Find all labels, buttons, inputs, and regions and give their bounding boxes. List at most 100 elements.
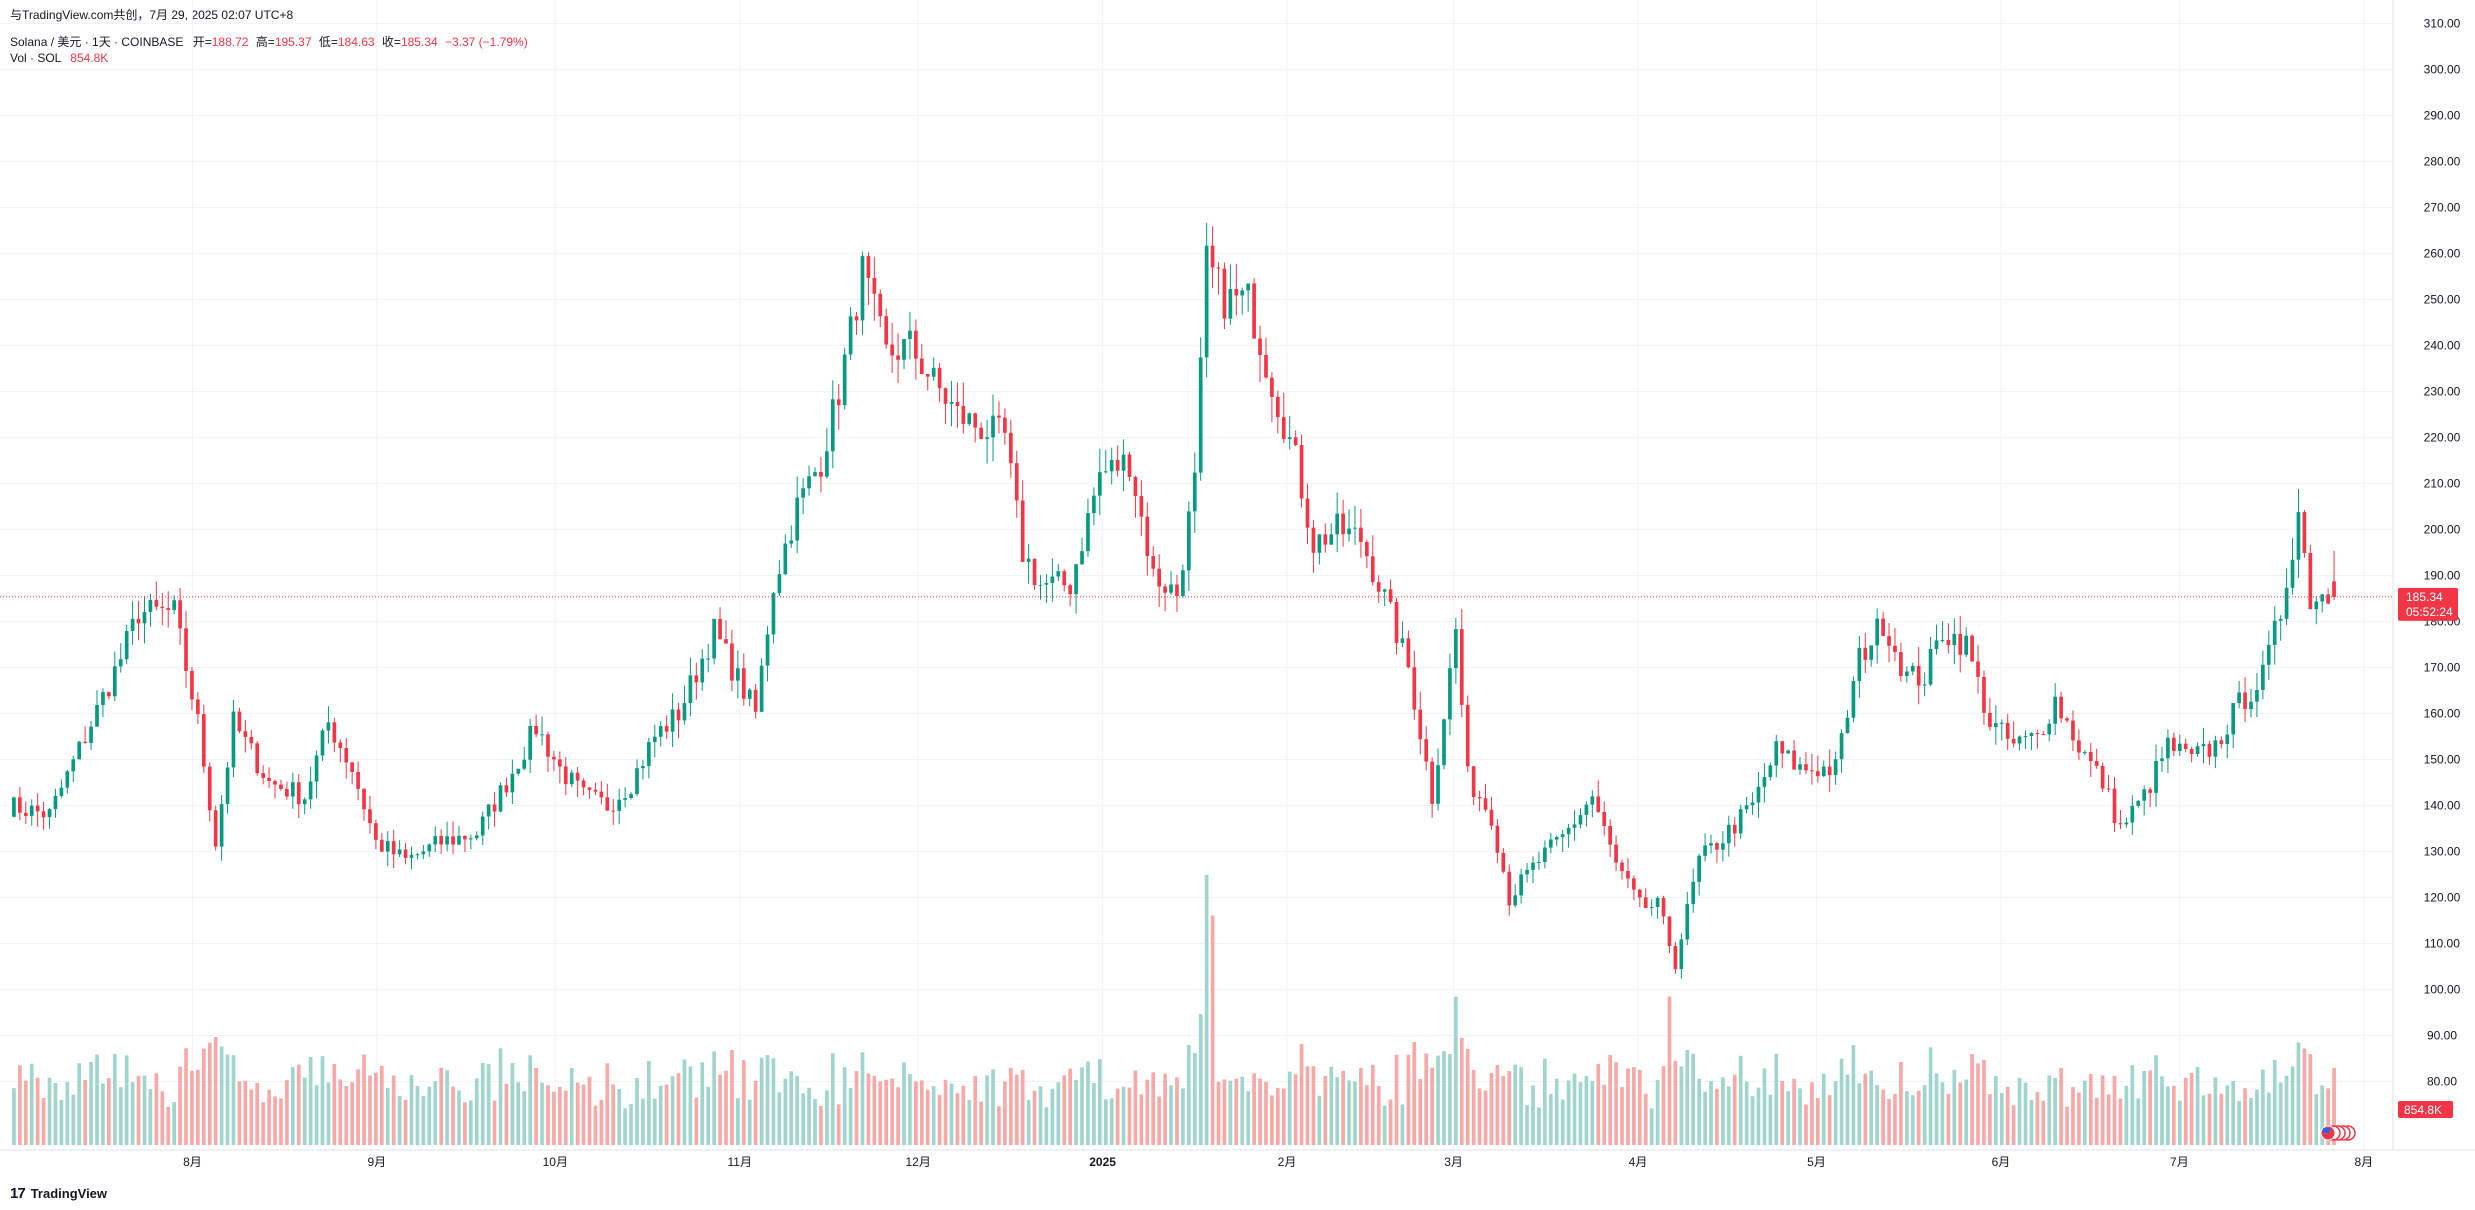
price-tick-label: 190.00 [2424, 569, 2461, 583]
candle-body [1311, 527, 1316, 553]
volume-bar [682, 1059, 687, 1145]
volume-bar [231, 1055, 236, 1145]
candle-body [362, 788, 366, 810]
candle-body [1762, 777, 1767, 787]
flag-icon[interactable] [2320, 1125, 2356, 1141]
candle-body [575, 772, 580, 781]
candle-body [2017, 736, 2022, 744]
time-axis[interactable]: 8月 9月 10月 11月 12月 2025 2月 3月 4月 5月 6月 7月 8月 [183, 1155, 2373, 1169]
volume-bar [1881, 1089, 1885, 1145]
volume-bar [2077, 1092, 2081, 1145]
volume-bar [1554, 1078, 1559, 1145]
volume-bar [213, 1037, 218, 1145]
open-value: 188.72 [211, 35, 249, 49]
candle-body [451, 836, 455, 845]
candle-body [1596, 796, 1601, 813]
time-tick-label: 2025 [1089, 1155, 1116, 1169]
price-tick-label: 90.00 [2427, 1029, 2457, 1043]
volume-bar [178, 1066, 182, 1145]
candle-body [1626, 871, 1630, 879]
volume-bar [53, 1083, 58, 1145]
volume-bar [1899, 1061, 1903, 1145]
candle-body [854, 316, 859, 321]
price-tick-label: 100.00 [2424, 983, 2461, 997]
candle-body [830, 399, 835, 452]
volume-bar [23, 1080, 28, 1145]
volume-bar [1726, 1086, 1731, 1145]
volume-bar [166, 1106, 171, 1145]
volume-bar [1471, 1069, 1476, 1145]
candle-body [925, 373, 930, 377]
attribution: 与TradingView.com共创，7月 29, 2025 02:07 UTC… [10, 8, 294, 22]
volume-bar [374, 1072, 378, 1145]
candle-body [979, 427, 983, 440]
candle-body [552, 756, 556, 760]
candle-body [1744, 805, 1749, 810]
volume-bar [2083, 1080, 2087, 1145]
volume-bar [1026, 1100, 1031, 1145]
candle-body [1092, 495, 1096, 514]
volume-bar [2088, 1073, 2093, 1145]
candle-body [1103, 471, 1108, 473]
open-label: 开= [192, 35, 212, 49]
volume-bar [1893, 1093, 1897, 1145]
candle-body [1976, 661, 1980, 677]
volume-bar [1359, 1067, 1363, 1145]
volume-tag: 854.8K [2398, 1101, 2453, 1118]
volume-bar [1103, 1099, 1108, 1145]
candle-body [273, 781, 277, 785]
volume-bar [1145, 1079, 1150, 1145]
volume-bar [884, 1079, 889, 1145]
high-value: 195.37 [274, 35, 312, 49]
volume-bar [611, 1084, 616, 1145]
volume-bar [1667, 996, 1672, 1145]
volume-bar [581, 1084, 586, 1145]
candle-body [593, 789, 598, 792]
volume-bar [148, 1089, 153, 1145]
volume-bar [2023, 1082, 2028, 1145]
volume-bar [1097, 1059, 1102, 1145]
volume-bar [1240, 1076, 1245, 1145]
candle-body [1477, 796, 1482, 799]
candle-body [1869, 645, 1874, 660]
candle-body [77, 741, 82, 760]
candle-body [848, 316, 853, 355]
volume-bar [1578, 1082, 1583, 1145]
candle-body [1008, 432, 1013, 464]
candle-body [409, 854, 414, 858]
volume-bar [243, 1080, 248, 1145]
candle-body [2166, 737, 2170, 759]
volume-bar [605, 1063, 610, 1145]
volume-bar [391, 1075, 396, 1145]
volume-bar [2332, 1067, 2336, 1145]
candle-body [1430, 761, 1434, 804]
candle-body [1661, 898, 1666, 917]
price-axis[interactable]: 80.00 90.00 100.00 110.00 120.00 130.00 140.00… [2424, 17, 2461, 1089]
candle-body [1774, 741, 1779, 766]
candle-body [2059, 696, 2063, 719]
candle-body [563, 766, 568, 785]
volume-bar [1299, 1044, 1304, 1145]
volume-bar [943, 1079, 948, 1145]
candle-body [1726, 824, 1731, 844]
price-tick-label: 80.00 [2427, 1075, 2457, 1089]
candle-body [931, 367, 936, 377]
time-tick-label: 7月 [2170, 1155, 2189, 1169]
volume-bar [2290, 1066, 2295, 1145]
volume-bar [2219, 1093, 2224, 1145]
volume-bar [1032, 1090, 1037, 1145]
tradingview-logo[interactable]: 17 TradingView [10, 1185, 107, 1202]
volume-bar [1062, 1075, 1067, 1145]
volume-bar [1382, 1105, 1387, 1145]
candle-body [1192, 472, 1197, 512]
candle-body [759, 665, 764, 712]
candle-body [2124, 822, 2129, 825]
volume-bar [1833, 1081, 1838, 1145]
volume-bar [1210, 915, 1215, 1145]
volume-bar [421, 1096, 426, 1145]
volume-bar [1537, 1107, 1541, 1145]
candle-body [225, 767, 230, 805]
volume-bar [1691, 1053, 1696, 1145]
